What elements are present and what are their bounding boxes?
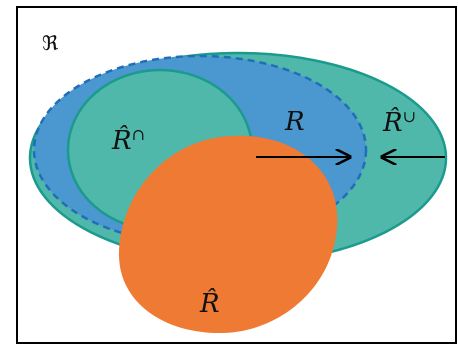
inner-set-label: R̂∩ xyxy=(111,125,145,156)
inner-set-superscript: ∩ xyxy=(132,125,145,144)
estimate-set-label: R̂ xyxy=(199,288,220,319)
outer-set-symbol: R̂ xyxy=(382,107,403,138)
universe-label: ℜ xyxy=(42,31,59,55)
true-set-label: R xyxy=(284,107,305,137)
outer-set-superscript: ∪ xyxy=(403,107,416,126)
estimate-blob xyxy=(118,135,338,334)
outer-set-label: R̂∪ xyxy=(382,107,416,138)
inner-set-symbol: R̂ xyxy=(111,125,132,156)
